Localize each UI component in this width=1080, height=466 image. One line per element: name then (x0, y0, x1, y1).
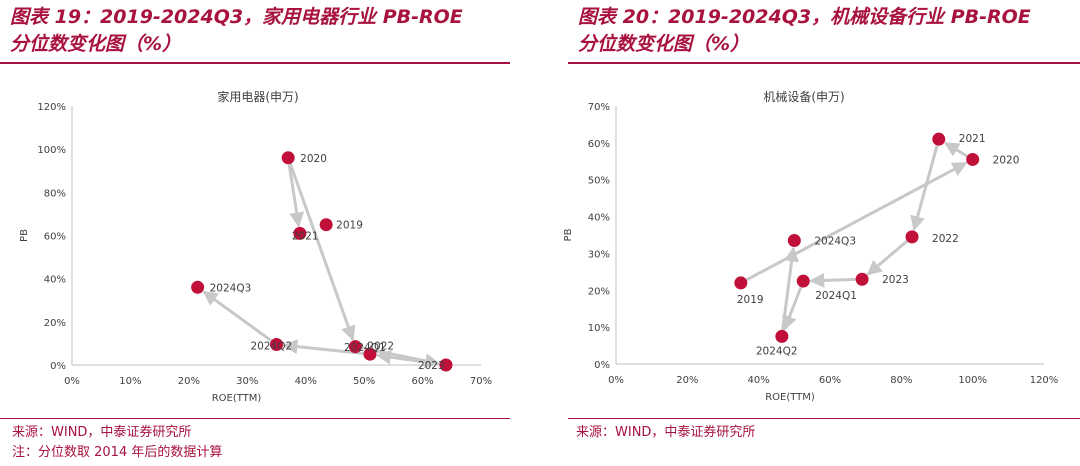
y-tick-label: 20% (44, 318, 66, 329)
data-point-label: 2020 (993, 154, 1020, 166)
data-point (796, 274, 810, 288)
trajectory-arrow (745, 161, 968, 282)
trajectory-arrow (866, 239, 909, 276)
machinery-pb-roe-chart: 机械设备(申万) 0% 10% 20% 30% 40% 50% 60% 70% 0% 20% 40% 6… (563, 89, 1058, 403)
y-tick-label: 40% (44, 275, 66, 286)
x-tick-label: 10% (119, 376, 141, 387)
data-point (363, 347, 377, 361)
y-tick-label: 100% (37, 145, 66, 156)
x-tick-label: 120% (1030, 375, 1059, 386)
left-source-note: 来源：WIND，中泰证券研究所 (12, 425, 192, 440)
y-tick-label: 60% (44, 232, 66, 243)
y-axis-title: PB (563, 228, 574, 241)
home-appliance-pb-roe-chart: 家用电器(申万) 0% 20% 40% 60% 80% 100% 120% 0% 10% 20% 30… (19, 89, 492, 404)
trajectory-arrow (287, 163, 305, 228)
x-tick-label: 30% (236, 376, 258, 387)
data-point (319, 218, 333, 232)
data-point-label: 2024Q3 (814, 236, 856, 248)
right-chart-heading-line1: 图表 20：2019-2024Q3，机械设备行业 PB-ROE (578, 6, 1031, 28)
x-tick-label: 20% (178, 376, 200, 387)
x-tick-label: 80% (890, 375, 912, 386)
y-tick-label: 40% (588, 213, 610, 224)
data-point-label: 2021 (959, 133, 986, 145)
y-tick-label: 20% (588, 286, 610, 297)
data-point (293, 226, 307, 240)
y-tick-label: 10% (588, 323, 610, 334)
x-tick-label: 70% (470, 376, 492, 387)
x-axis-title: ROE(TTM) (765, 392, 815, 403)
data-point (191, 280, 205, 294)
x-tick-label: 60% (411, 376, 433, 387)
data-point (439, 358, 453, 372)
x-tick-label: 50% (353, 376, 375, 387)
data-point-label: 2021 (292, 230, 319, 242)
trajectory-arrow (809, 272, 856, 288)
trajectory-arrow (781, 246, 800, 331)
data-point (270, 337, 283, 351)
y-tick-label: 50% (588, 176, 610, 187)
data-point-label: 2022 (932, 233, 959, 245)
y-tick-label: 60% (588, 139, 610, 150)
trajectory-arrow (910, 145, 939, 232)
data-point-label: 2024Q3 (210, 282, 252, 294)
data-point (905, 230, 919, 244)
data-point-label: 2020 (300, 153, 327, 165)
right-source-note: 来源：WIND，中泰证券研究所 (576, 425, 756, 440)
trajectory-arrow (375, 349, 440, 366)
data-point-label: 2023 (882, 274, 909, 286)
right-heading-divider (568, 62, 1080, 64)
y-tick-label: 30% (588, 249, 610, 260)
data-point (775, 329, 789, 343)
x-tick-label: 40% (295, 376, 317, 387)
data-point-label: 2019 (737, 294, 764, 306)
left-footnote: 注：分位数取 2014 年后的数据计算 (12, 445, 223, 460)
trajectory-arrow (288, 163, 356, 342)
data-point (281, 151, 295, 165)
trajectory-arrow (202, 290, 273, 342)
trajectory-arrow (282, 339, 364, 356)
x-tick-label: 40% (748, 375, 770, 386)
chart-title: 机械设备(申万) (763, 89, 844, 104)
right-chart-heading: 图表 20：2019-2024Q3，机械设备行业 PB-ROE 分位数变化图（%… (578, 4, 1031, 58)
data-point-label: 2019 (336, 220, 363, 232)
x-tick-label: 20% (676, 375, 698, 386)
left-chart-heading: 图表 19：2019-2024Q3，家用电器行业 PB-ROE 分位数变化图（%… (10, 4, 463, 58)
left-heading-divider (0, 62, 510, 64)
data-point-label: 2024Q1 (815, 290, 857, 302)
right-chart-heading-line2: 分位数变化图（%） (578, 33, 750, 55)
x-axis-title: ROE(TTM) (212, 393, 262, 404)
data-point (932, 132, 946, 146)
left-chart-heading-line1: 图表 19：2019-2024Q3，家用电器行业 PB-ROE (10, 6, 463, 28)
y-tick-label: 0% (594, 360, 610, 371)
data-point (734, 276, 748, 290)
trajectory-arrow (782, 286, 803, 331)
left-chart-heading-line2: 分位数变化图（%） (10, 33, 182, 55)
data-point-label: 2024Q1 (344, 342, 386, 354)
data-point (787, 234, 801, 248)
y-tick-label: 70% (588, 102, 610, 113)
data-point-label: 2024Q2 (756, 345, 798, 357)
trajectory-arrow (943, 141, 968, 158)
left-source-divider (0, 418, 510, 419)
x-tick-label: 60% (819, 375, 841, 386)
chart-title: 家用电器(申万) (217, 89, 298, 104)
x-tick-label: 0% (608, 375, 624, 386)
x-tick-label: 100% (958, 375, 987, 386)
y-tick-label: 120% (37, 102, 66, 113)
data-point (855, 272, 869, 286)
data-point-label: 2024Q2 (251, 340, 293, 352)
right-source-divider (568, 418, 1080, 419)
data-point (966, 152, 980, 166)
y-tick-label: 0% (50, 361, 66, 372)
x-tick-label: 0% (64, 376, 80, 387)
data-point (348, 340, 362, 354)
y-tick-label: 80% (44, 188, 66, 199)
y-axis-title: PB (19, 229, 30, 242)
data-point-label: 2023 (418, 360, 445, 372)
